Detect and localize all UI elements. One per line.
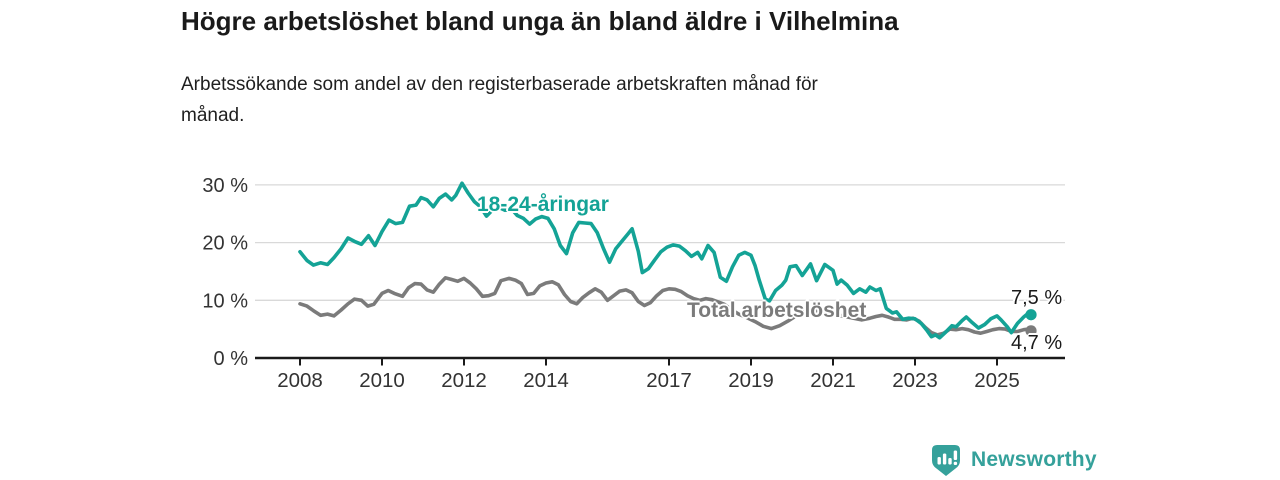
series-end-dot-youth bbox=[1025, 309, 1037, 321]
newsworthy-logo: Newsworthy bbox=[930, 443, 1097, 477]
x-tick-label: 2017 bbox=[646, 369, 692, 392]
y-tick-label: 0 % bbox=[214, 348, 249, 370]
series-line-youth bbox=[298, 181, 1033, 340]
x-tick-label: 2008 bbox=[277, 369, 323, 392]
x-tick-label: 2014 bbox=[523, 369, 569, 392]
end-value-label-youth: 7,5 % bbox=[1011, 287, 1063, 309]
chart-subtitle-line2: månad. bbox=[181, 105, 245, 126]
series-label-total: Total arbetslöshet bbox=[687, 299, 867, 322]
series-end-dot-total bbox=[1025, 325, 1037, 337]
x-tick-label: 2019 bbox=[728, 369, 774, 392]
chart-subtitle: Arbetssökande som andel av den registerb… bbox=[181, 69, 818, 131]
newsworthy-bar-chart-bubble-icon bbox=[932, 445, 960, 476]
series-label-youth: 18-24-åringar bbox=[477, 193, 609, 216]
x-tick-label: 2010 bbox=[359, 369, 405, 392]
chart-subtitle-line1: Arbetssökande som andel av den registerb… bbox=[181, 74, 818, 95]
y-tick-label: 20 % bbox=[202, 233, 248, 255]
y-tick-label: 30 % bbox=[202, 175, 248, 197]
x-tick-label: 2021 bbox=[810, 369, 856, 392]
x-tick-label: 2025 bbox=[974, 369, 1020, 392]
x-tick-label: 2023 bbox=[892, 369, 938, 392]
y-tick-label: 10 % bbox=[202, 290, 248, 312]
chart-title: Högre arbetslöshet bland unga än bland ä… bbox=[181, 6, 899, 36]
newsworthy-wordmark: Newsworthy bbox=[971, 448, 1097, 471]
end-value-label-total: 4,7 % bbox=[1011, 332, 1063, 354]
x-tick-label: 2012 bbox=[441, 369, 487, 392]
